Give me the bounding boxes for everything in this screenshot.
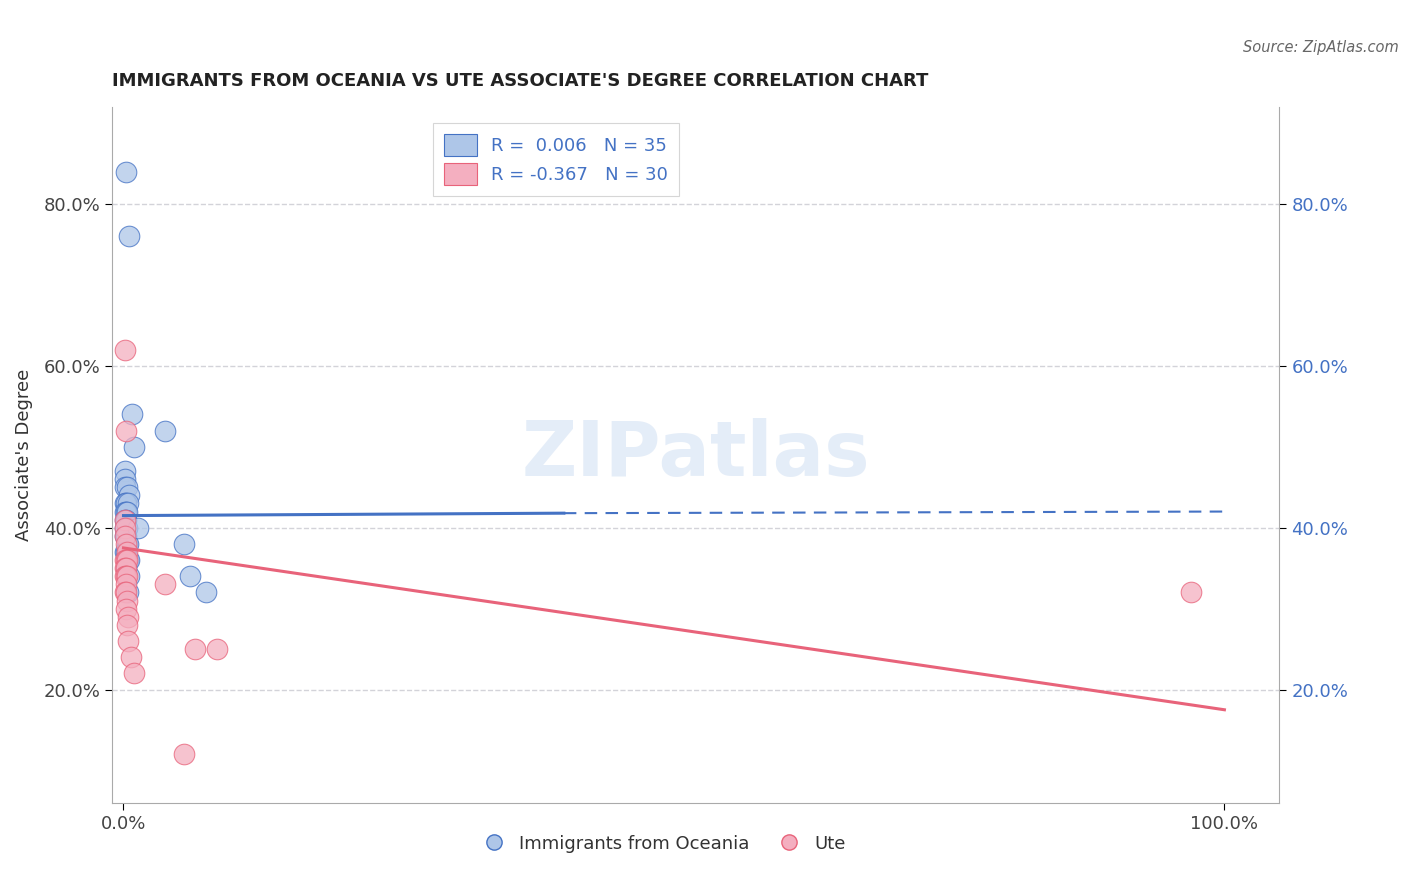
Point bbox=[195, 585, 218, 599]
Point bbox=[114, 521, 136, 535]
Point bbox=[114, 480, 136, 494]
Point bbox=[117, 537, 139, 551]
Point bbox=[115, 504, 138, 518]
Point bbox=[114, 561, 136, 575]
Point bbox=[114, 529, 136, 543]
Point bbox=[118, 488, 141, 502]
Point bbox=[117, 634, 139, 648]
Point bbox=[115, 480, 138, 494]
Point bbox=[114, 561, 136, 575]
Point bbox=[114, 545, 136, 559]
Text: ZIPatlas: ZIPatlas bbox=[522, 418, 870, 491]
Point bbox=[115, 537, 138, 551]
Point bbox=[117, 585, 139, 599]
Point bbox=[117, 553, 139, 567]
Text: IMMIGRANTS FROM OCEANIA VS UTE ASSOCIATE'S DEGREE CORRELATION CHART: IMMIGRANTS FROM OCEANIA VS UTE ASSOCIATE… bbox=[112, 72, 929, 90]
Y-axis label: Associate's Degree: Associate's Degree bbox=[14, 368, 32, 541]
Text: Source: ZipAtlas.com: Source: ZipAtlas.com bbox=[1243, 40, 1399, 55]
Point bbox=[173, 537, 195, 551]
Point bbox=[114, 569, 136, 583]
Point bbox=[114, 496, 136, 510]
Point bbox=[114, 577, 136, 591]
Point bbox=[115, 593, 138, 607]
Point bbox=[114, 553, 136, 567]
Point bbox=[117, 609, 139, 624]
Point bbox=[121, 408, 143, 422]
Point bbox=[205, 642, 228, 657]
Point bbox=[114, 529, 136, 543]
Point bbox=[114, 513, 136, 527]
Point bbox=[114, 545, 136, 559]
Point bbox=[173, 747, 195, 762]
Point bbox=[114, 521, 136, 535]
Point bbox=[120, 650, 142, 665]
Point bbox=[114, 601, 136, 615]
Point bbox=[114, 496, 136, 510]
Point bbox=[155, 577, 177, 591]
Point bbox=[114, 513, 136, 527]
Point bbox=[184, 642, 207, 657]
Point bbox=[117, 496, 139, 510]
Point bbox=[118, 569, 141, 583]
Point bbox=[114, 165, 136, 179]
Point bbox=[115, 617, 138, 632]
Point bbox=[115, 569, 138, 583]
Point bbox=[124, 440, 146, 454]
Point bbox=[114, 585, 136, 599]
Point bbox=[114, 537, 136, 551]
Point bbox=[179, 569, 201, 583]
Point bbox=[115, 545, 138, 559]
Point bbox=[114, 553, 136, 567]
Point bbox=[114, 569, 136, 583]
Point bbox=[118, 553, 141, 567]
Point bbox=[155, 424, 177, 438]
Point bbox=[114, 424, 136, 438]
Legend: Immigrants from Oceania, Ute: Immigrants from Oceania, Ute bbox=[468, 828, 853, 860]
Point bbox=[114, 504, 136, 518]
Point bbox=[114, 585, 136, 599]
Point bbox=[114, 472, 136, 486]
Point bbox=[114, 504, 136, 518]
Point bbox=[115, 521, 138, 535]
Point bbox=[127, 521, 149, 535]
Point bbox=[1180, 585, 1202, 599]
Point bbox=[115, 553, 138, 567]
Point bbox=[124, 666, 146, 681]
Point bbox=[114, 513, 136, 527]
Point bbox=[114, 529, 136, 543]
Point bbox=[118, 229, 141, 244]
Point bbox=[114, 561, 136, 575]
Point bbox=[114, 343, 136, 357]
Point bbox=[114, 464, 136, 478]
